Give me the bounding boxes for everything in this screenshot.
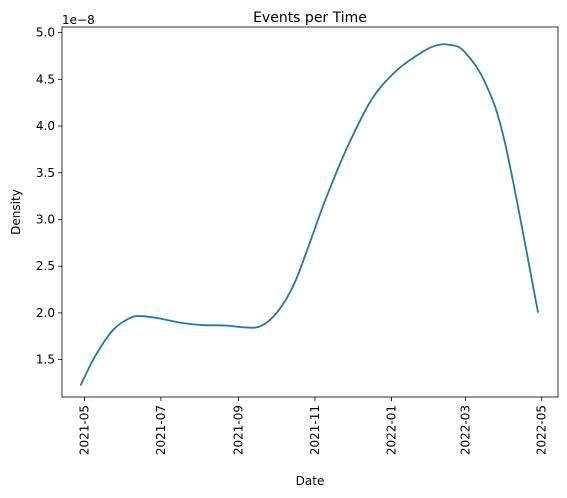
y-tick-label: 2.0 xyxy=(36,306,55,320)
y-tick-label: 1.5 xyxy=(36,353,55,367)
x-tick-label: 2022-03 xyxy=(458,405,472,455)
chart-title: Events per Time xyxy=(253,10,367,26)
x-axis-label: Date xyxy=(296,474,325,488)
y-tick-label: 5.0 xyxy=(36,26,55,40)
y-tick-label: 3.0 xyxy=(36,212,55,226)
y-tick-label: 4.0 xyxy=(36,119,55,133)
series-line-0 xyxy=(79,43,539,386)
x-tick-label: 2021-05 xyxy=(78,405,92,455)
y-axis: 1.5 2.0 2.5 3.0 3.5 4.0 4.5 5.0 xyxy=(36,26,62,367)
y-tick-label: 2.5 xyxy=(36,259,55,273)
plot-area xyxy=(61,26,559,398)
x-tick-label: 2022-01 xyxy=(384,405,398,455)
axes-frame xyxy=(61,26,559,398)
y-axis-label: Density xyxy=(9,189,23,235)
y-axis-multiplier: 1e−8 xyxy=(62,13,95,27)
series-layer xyxy=(79,43,539,386)
x-axis: 2021-05 2021-07 2021-09 2021-11 2022-01 2022-… xyxy=(78,397,549,455)
y-tick-label: 4.5 xyxy=(36,72,55,86)
x-tick-label: 2021-09 xyxy=(232,405,246,455)
x-tick-label: 2021-07 xyxy=(154,405,168,455)
x-tick-label: 2021-11 xyxy=(308,405,322,455)
x-tick-label: 2022-05 xyxy=(535,405,549,455)
y-tick-label: 3.5 xyxy=(36,166,55,180)
